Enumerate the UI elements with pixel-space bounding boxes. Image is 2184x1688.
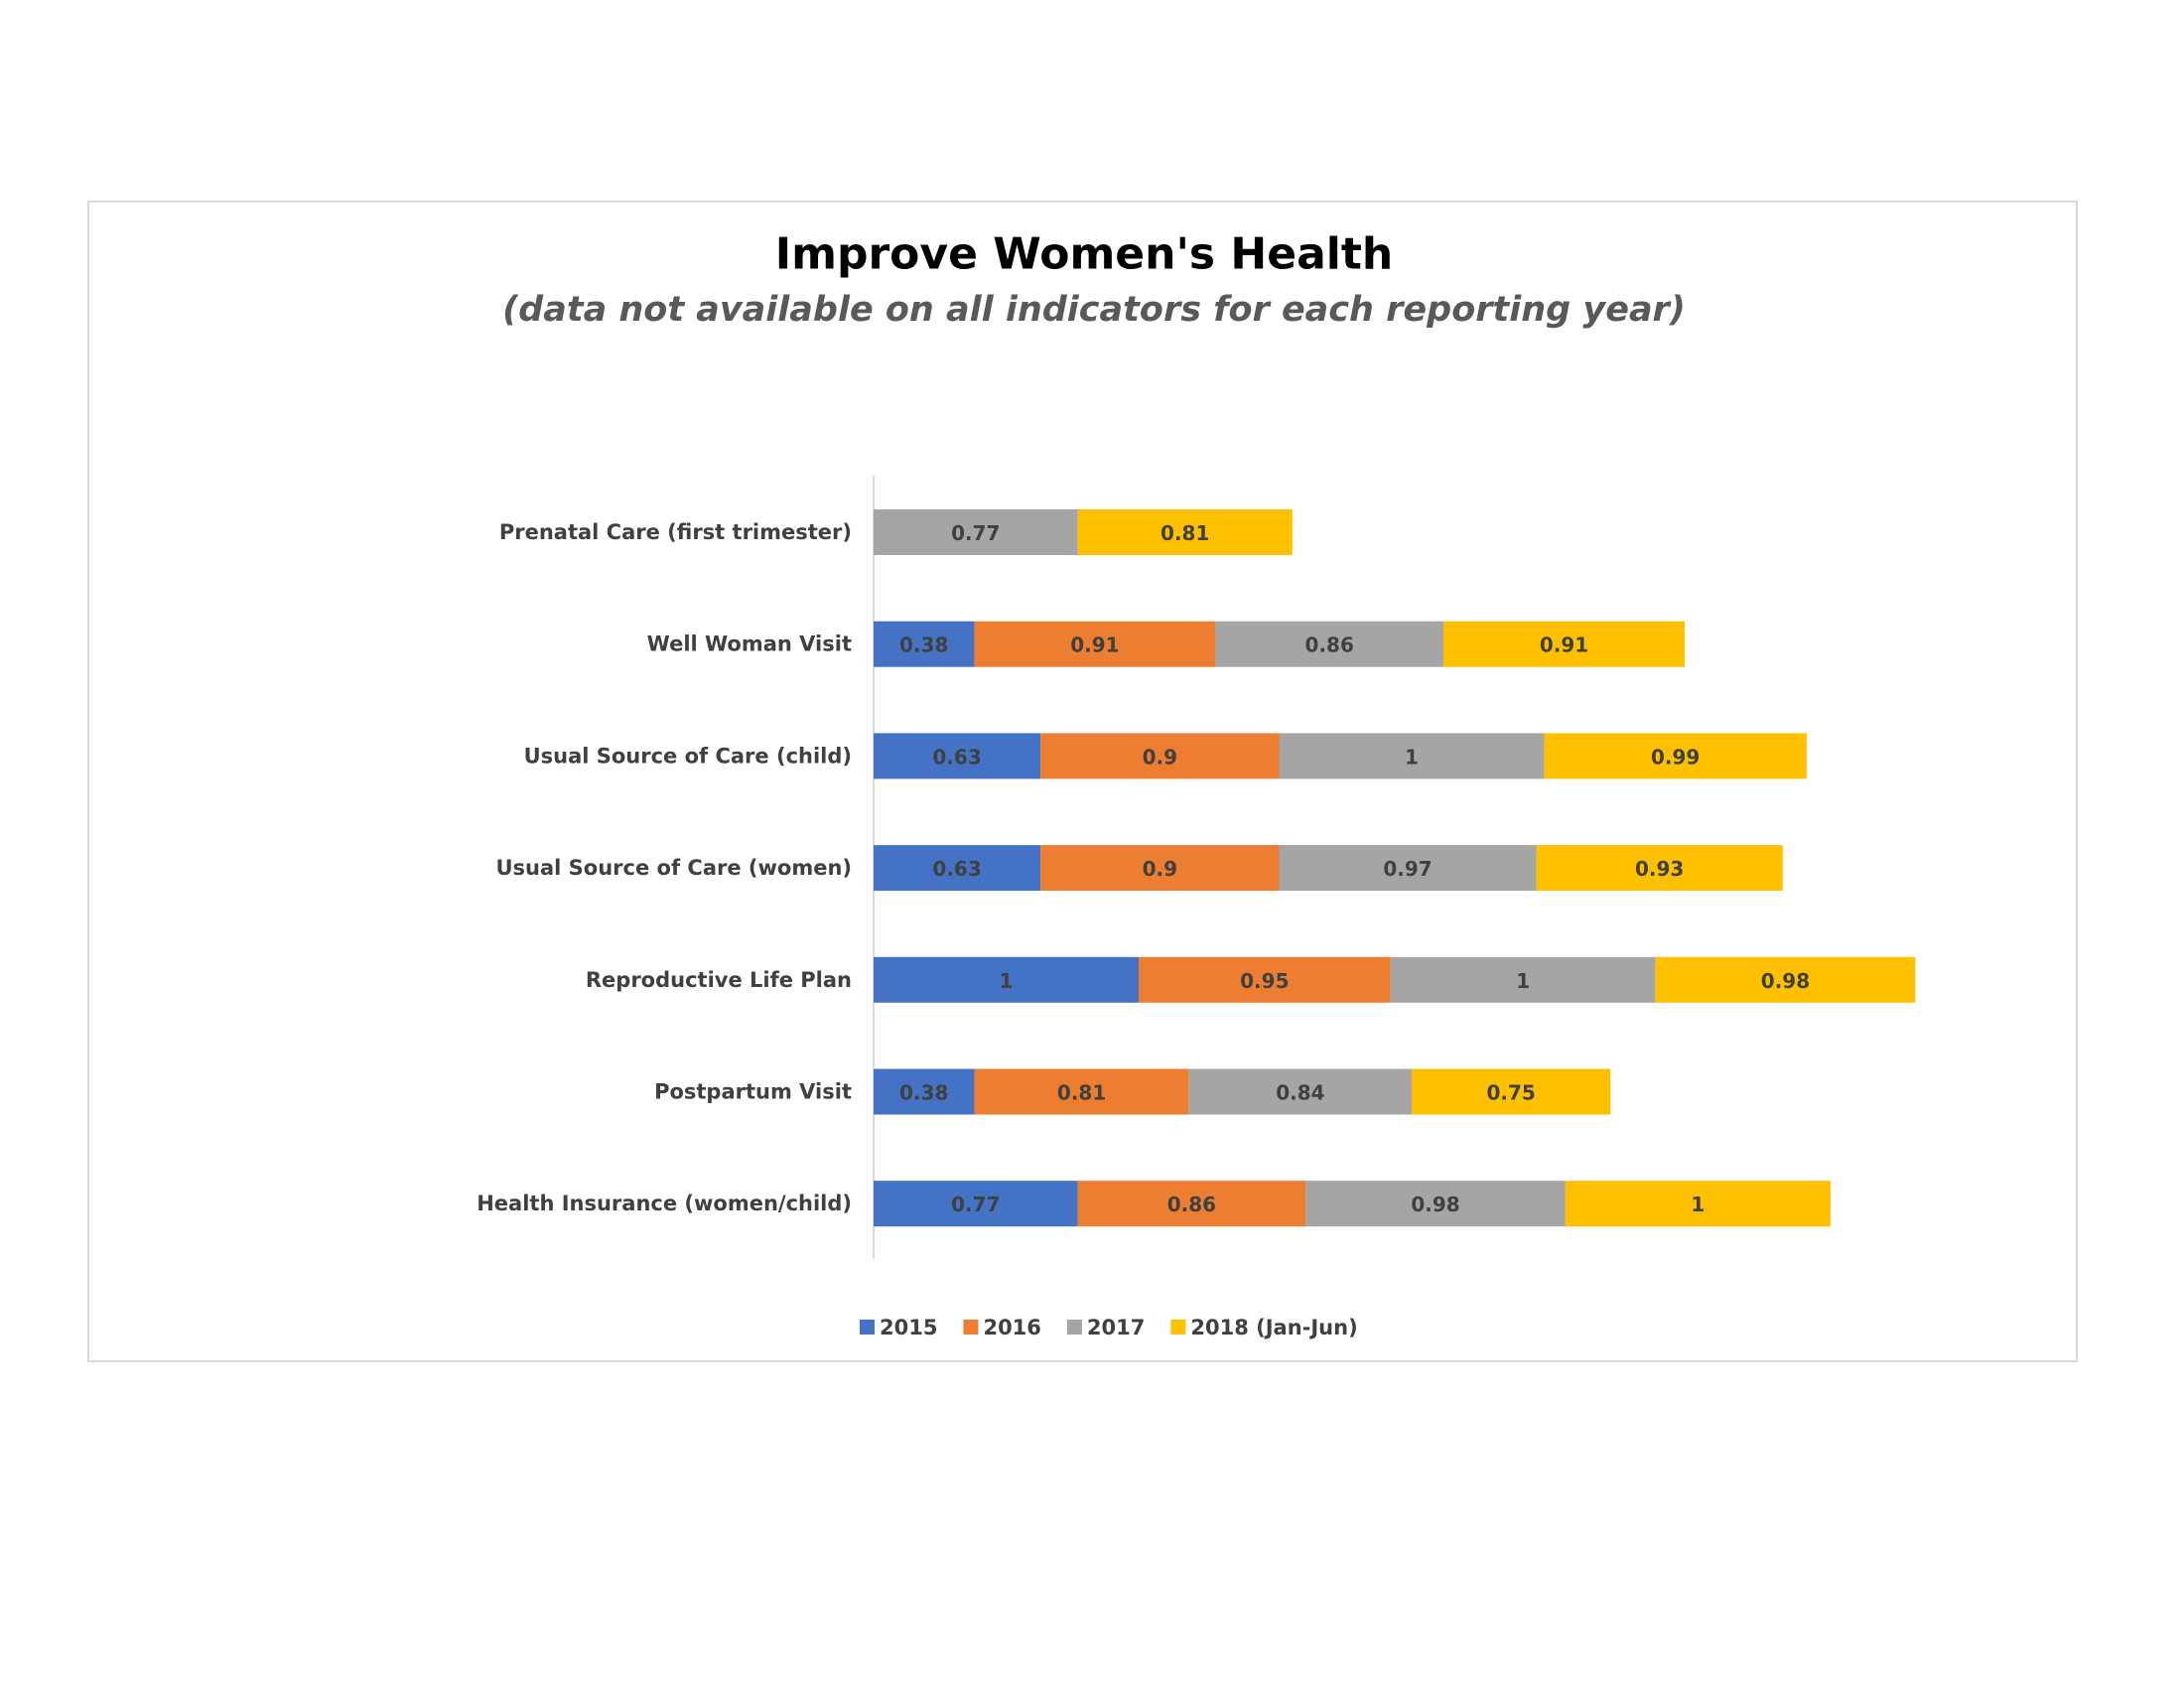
bar-segment: [974, 1068, 1189, 1115]
data-label: 0.9: [1143, 745, 1177, 769]
bar-segment: [1040, 845, 1280, 892]
category-label: Health Insurance (women/child): [477, 1192, 852, 1215]
bar-segment: [1139, 956, 1391, 1003]
data-label: 0.38: [899, 633, 948, 657]
data-label: 0.77: [951, 521, 1000, 545]
bar-segment: [874, 509, 1078, 555]
data-label: 0.91: [1540, 633, 1588, 657]
legend-label: 2017: [1087, 1316, 1145, 1339]
bar-segment: [874, 621, 975, 667]
data-label: 0.97: [1383, 857, 1432, 881]
bar-segment: [1077, 509, 1293, 555]
bar-segment: [1305, 1181, 1566, 1227]
data-label: 1: [1000, 969, 1014, 993]
bars-layer: 0.77 0.810.38 0.91 0.86 0.910.63 0.9 1 0.990.63…: [874, 509, 1916, 1227]
bar-segment: [1655, 956, 1916, 1003]
category-label: Usual Source of Care (child): [524, 744, 852, 768]
category-label: Prenatal Care (first trimester): [499, 520, 852, 544]
data-label: 0.84: [1276, 1081, 1324, 1105]
bar-segment: [874, 956, 1139, 1003]
legend-label: 2018 (Jan-Jun): [1190, 1316, 1357, 1339]
data-label: 0.63: [932, 857, 981, 881]
bar-segment: [1188, 1068, 1413, 1115]
bar-segment: [1215, 621, 1444, 667]
data-label: 0.63: [932, 745, 981, 769]
data-label: 1: [1405, 745, 1419, 769]
bar-segment: [874, 1181, 1078, 1227]
bar-segment: [1390, 956, 1656, 1003]
data-label: 0.38: [899, 1081, 948, 1105]
bar-segment: [874, 845, 1041, 892]
data-label: 0.98: [1761, 969, 1810, 993]
category-label: Reproductive Life Plan: [586, 968, 852, 992]
data-label: 0.95: [1240, 969, 1289, 993]
legend-swatch: [860, 1320, 875, 1335]
bar-segment: [1279, 733, 1545, 779]
bar-segment: [974, 621, 1216, 667]
bar-segment: [1077, 1181, 1306, 1227]
bar-segment: [1412, 1068, 1611, 1115]
bar-segment: [1279, 845, 1537, 892]
bar-segment: [874, 1068, 975, 1115]
data-label: 0.9: [1143, 857, 1177, 881]
data-label: 0.81: [1057, 1081, 1106, 1105]
data-label: 0.81: [1160, 521, 1209, 545]
data-label: 0.93: [1635, 857, 1684, 881]
data-label: 0.86: [1305, 633, 1354, 657]
data-label: 1: [1691, 1193, 1705, 1216]
category-labels: Prenatal Care (first trimester) Well Woma…: [477, 520, 852, 1215]
data-label: 0.75: [1486, 1081, 1535, 1105]
bar-segment: [1536, 845, 1783, 892]
data-label: 1: [1516, 969, 1530, 993]
data-label: 0.98: [1411, 1193, 1459, 1216]
data-label: 0.77: [951, 1193, 1000, 1216]
chart-subtitle: (data not available on all indicators fo…: [502, 290, 1686, 330]
category-label: Postpartum Visit: [654, 1080, 852, 1104]
chart-frame: Improve Women's Health (data not availab…: [87, 201, 2078, 1362]
legend-swatch: [1170, 1320, 1186, 1335]
legend-swatch: [1066, 1320, 1082, 1335]
legend-label: 2015: [880, 1316, 937, 1339]
legend-label: 2016: [983, 1316, 1040, 1339]
bar-segment: [1040, 733, 1280, 779]
bar-segment: [874, 733, 1041, 779]
category-label: Well Woman Visit: [647, 633, 852, 656]
chart-title: Improve Women's Health: [775, 229, 1393, 280]
legend-swatch: [963, 1320, 979, 1335]
data-label: 0.99: [1651, 745, 1700, 769]
category-label: Usual Source of Care (women): [495, 856, 852, 880]
bar-segment: [1544, 733, 1807, 779]
data-label: 0.91: [1070, 633, 1119, 657]
bar-segment: [1443, 621, 1686, 667]
stacked-bar-chart: Improve Women's Health (data not availab…: [477, 229, 1916, 1339]
bar-segment: [1565, 1181, 1831, 1227]
legend: 2015 2016 2017 2018 (Jan-Jun): [860, 1316, 1358, 1339]
data-label: 0.86: [1167, 1193, 1216, 1216]
